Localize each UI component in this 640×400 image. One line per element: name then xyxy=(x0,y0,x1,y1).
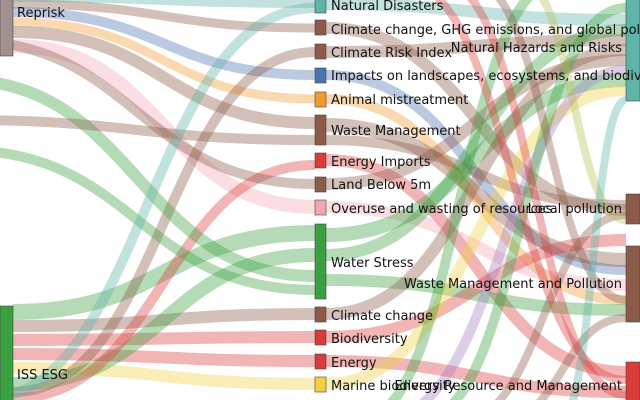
node-iss-esg[interactable] xyxy=(0,305,14,400)
node-label-natural-hazards: Natural Hazards and Risks xyxy=(451,41,622,56)
node-land-below-5m[interactable] xyxy=(314,176,327,193)
node-label-water-stress: Water Stress xyxy=(331,256,414,271)
flow-link-3 xyxy=(12,17,316,104)
node-marine-biodiversity[interactable] xyxy=(314,376,327,393)
node-label-climate-change: Climate change xyxy=(331,309,433,324)
node-label-local-pollution: Local pollution xyxy=(528,202,622,217)
flow-link-34 xyxy=(325,234,627,343)
node-animal-mistreatment[interactable] xyxy=(314,91,327,108)
node-label-impacts-landscapes: Impacts on landscapes, ecosystems, and b… xyxy=(331,69,640,84)
node-label-climate-ghg: Climate change, GHG emissions, and globa… xyxy=(331,23,640,38)
flow-link-39 xyxy=(494,211,627,400)
node-label-energy-resource: Energy Resource and Management xyxy=(394,379,622,394)
flow-link-35 xyxy=(325,355,627,398)
flow-link-13 xyxy=(12,160,316,400)
node-water-stress[interactable] xyxy=(314,223,327,300)
flow-link-10 xyxy=(12,348,316,367)
flow-link-24 xyxy=(325,94,627,305)
node-label-iss-esg: ISS ESG xyxy=(17,368,68,383)
node-label-overuse-wasting: Overuse and wasting of resources xyxy=(331,202,553,217)
flow-link-45 xyxy=(495,0,627,304)
flow-link-44 xyxy=(539,0,627,224)
node-local-pollution[interactable] xyxy=(625,193,640,225)
node-reprisk[interactable] xyxy=(0,0,14,57)
node-waste-pollution[interactable] xyxy=(625,245,640,323)
flow-link-19 xyxy=(0,3,316,400)
flow-link-15 xyxy=(0,77,316,282)
flow-link-25 xyxy=(325,118,627,267)
flow-link-17 xyxy=(0,37,316,189)
node-label-climate-risk-index: Climate Risk Index xyxy=(331,46,452,61)
flow-link-21 xyxy=(325,22,627,216)
flow-link-42 xyxy=(467,0,627,399)
flow-link-36 xyxy=(325,84,627,390)
flow-link-30 xyxy=(325,73,627,242)
flow-link-7 xyxy=(12,225,316,320)
flow-link-8 xyxy=(12,308,316,332)
flow-link-26 xyxy=(325,135,627,210)
flow-link-14 xyxy=(12,47,316,397)
node-natural-disasters[interactable] xyxy=(314,0,327,14)
node-overuse-wasting[interactable] xyxy=(314,199,327,216)
flow-link-23 xyxy=(325,70,627,275)
flow-link-27 xyxy=(325,154,627,378)
node-biodiversity[interactable] xyxy=(314,329,327,346)
node-energy[interactable] xyxy=(314,353,327,370)
node-labels: Reprisk ISS ESG Natural Disasters Climat… xyxy=(17,0,640,394)
flow-link-2 xyxy=(12,7,316,80)
flow-link-38 xyxy=(449,3,627,400)
node-climate-risk-index[interactable] xyxy=(314,43,327,60)
node-energy-imports[interactable] xyxy=(314,152,327,169)
flow-link-22 xyxy=(325,34,627,58)
flow-link-37 xyxy=(418,65,627,400)
flow-link-9 xyxy=(12,331,316,346)
flow-link-11 xyxy=(12,362,316,390)
node-natural-hazards[interactable] xyxy=(625,0,640,102)
node-label-energy: Energy xyxy=(331,356,377,371)
node-label-natural-disasters: Natural Disasters xyxy=(331,0,444,14)
node-label-waste-pollution: Waste Management and Pollution xyxy=(404,277,622,292)
node-label-reprisk: Reprisk xyxy=(17,6,65,21)
flow-link-29 xyxy=(325,201,627,291)
node-label-land-below-5m: Land Below 5m xyxy=(331,178,431,193)
node-energy-resource[interactable] xyxy=(625,361,640,400)
flow-link-5 xyxy=(12,39,316,214)
node-label-energy-imports: Energy Imports xyxy=(331,155,431,170)
node-climate-change[interactable] xyxy=(314,306,327,323)
node-label-biodiversity: Biodiversity xyxy=(331,332,408,347)
flow-link-46 xyxy=(568,96,628,400)
flow-link-41 xyxy=(387,0,533,400)
flow-link-16 xyxy=(0,147,316,295)
flow-link-6 xyxy=(12,0,316,8)
node-label-marine-biodiversity: Marine biodiversity xyxy=(331,379,456,394)
flow-link-20 xyxy=(325,0,627,26)
node-label-waste-management: Waste Management xyxy=(331,124,461,139)
node-climate-ghg[interactable] xyxy=(314,19,327,36)
node-label-animal-mistreatment: Animal mistreatment xyxy=(331,93,468,108)
flow-link-40 xyxy=(535,314,627,400)
node-impacts-landscapes[interactable] xyxy=(314,67,327,84)
flow-link-4 xyxy=(12,26,316,129)
flow-link-12 xyxy=(12,248,316,391)
flow-link-33 xyxy=(325,44,627,320)
flow-link-28 xyxy=(325,54,627,190)
flow-link-31 xyxy=(325,24,627,261)
flow-link-43 xyxy=(434,0,627,384)
flow-link-32 xyxy=(325,274,627,316)
node-waste-management[interactable] xyxy=(314,114,327,146)
flow-link-1 xyxy=(12,0,316,33)
flow-link-18 xyxy=(0,115,316,145)
